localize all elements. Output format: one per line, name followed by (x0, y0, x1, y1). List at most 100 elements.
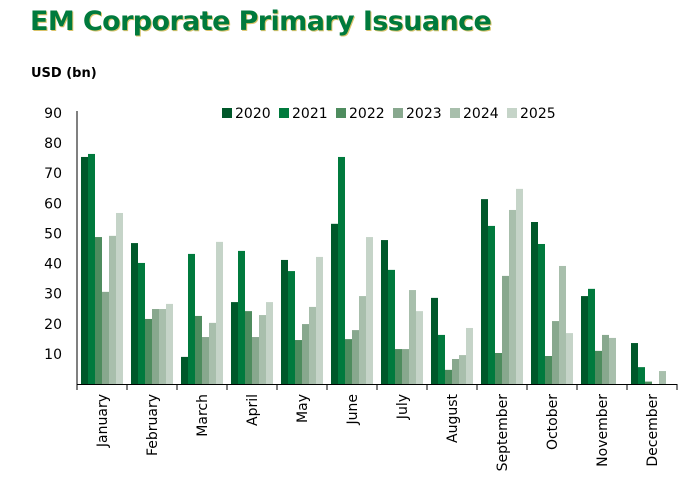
bar-january-2023 (102, 291, 109, 385)
x-tick-label-february: February (145, 394, 161, 456)
bar-july-2022 (395, 349, 402, 385)
bar-october-2023 (552, 321, 559, 385)
bar-july-2021 (388, 269, 395, 385)
x-tick-label-june: June (345, 394, 361, 426)
x-tick-label-november: November (595, 394, 611, 467)
y-tick-label: 30 (44, 287, 62, 303)
bar-october-2022 (545, 356, 552, 385)
legend-label: 2025 (520, 106, 556, 122)
bar-august-2022 (445, 369, 452, 385)
y-tick-label: 20 (44, 317, 62, 333)
bar-august-2025 (466, 327, 473, 385)
bar-june-2022 (345, 339, 352, 385)
bar-june-2023 (352, 330, 359, 385)
bar-september-2021 (488, 225, 495, 385)
bar-october-2025 (566, 333, 573, 385)
bar-april-2023 (252, 337, 259, 385)
y-tick-label: 80 (44, 136, 62, 152)
bar-august-2023 (452, 359, 459, 385)
legend-item-2022: 2022 (336, 106, 385, 122)
bar-march-2020 (181, 356, 188, 385)
bar-april-2020 (231, 302, 238, 385)
bar-august-2020 (431, 297, 438, 385)
y-axis-unit-label: USD (bn) (31, 66, 97, 81)
bar-june-2021 (338, 156, 345, 385)
bar-october-2024 (559, 265, 566, 385)
bar-november-2020 (581, 296, 588, 385)
axes-layer (76, 111, 678, 390)
x-tick-label-september: September (495, 394, 511, 472)
bar-july-2020 (381, 240, 388, 385)
legend-item-2023: 2023 (393, 106, 442, 122)
bar-february-2021 (138, 262, 145, 385)
x-tick-label-april: April (245, 394, 261, 426)
bar-november-2021 (588, 288, 595, 385)
legend-swatch (450, 108, 460, 118)
x-tick-label-december: December (645, 394, 661, 467)
bar-august-2021 (438, 334, 445, 385)
bar-march-2021 (188, 253, 195, 385)
x-tick-label-may: May (295, 394, 311, 423)
bar-september-2024 (509, 209, 516, 385)
bar-january-2024 (109, 235, 116, 385)
bar-april-2022 (245, 311, 252, 385)
bar-september-2025 (516, 188, 523, 385)
y-tick-labels: 10 20 30 40 50 60 70 80 90 (44, 106, 62, 363)
bar-april-2021 (238, 250, 245, 385)
bar-july-2024 (409, 290, 416, 385)
bar-march-2023 (202, 337, 209, 385)
y-tick-label: 70 (44, 166, 62, 182)
bar-november-2023 (602, 334, 609, 385)
bar-february-2024 (159, 309, 166, 385)
bar-march-2024 (209, 322, 216, 385)
bar-march-2025 (216, 241, 223, 385)
legend-label: 2022 (349, 106, 385, 122)
bar-february-2025 (166, 303, 173, 385)
bar-june-2020 (331, 223, 338, 385)
legend-item-2025: 2025 (507, 106, 556, 122)
y-tick-label: 60 (44, 196, 62, 212)
bar-may-2023 (302, 324, 309, 385)
bar-january-2022 (95, 237, 102, 385)
legend: 2020 2021 2022 2023 2024 2025 (222, 106, 556, 122)
legend-item-2021: 2021 (279, 106, 328, 122)
legend-swatch (279, 108, 289, 118)
bar-october-2020 (531, 222, 538, 385)
bar-march-2022 (195, 315, 202, 385)
bar-june-2025 (366, 237, 373, 385)
bar-september-2022 (495, 352, 502, 385)
bar-december-2020 (631, 343, 638, 385)
x-tick-label-january: January (95, 394, 111, 448)
legend-label: 2023 (406, 106, 442, 122)
bar-april-2024 (259, 315, 266, 385)
legend-item-2024: 2024 (450, 106, 499, 122)
bar-may-2025 (316, 256, 323, 385)
x-tick-label-july: July (395, 394, 411, 420)
bar-october-2021 (538, 243, 545, 385)
bar-december-2021 (638, 367, 645, 385)
legend-swatch (507, 108, 517, 118)
bar-june-2024 (359, 296, 366, 385)
chart-title: EM Corporate Primary Issuance (30, 6, 492, 37)
y-tick-label: 90 (44, 106, 62, 122)
bar-february-2020 (131, 243, 138, 385)
y-tick-label: 40 (44, 257, 62, 273)
bar-december-2024 (659, 371, 666, 385)
bar-may-2020 (281, 259, 288, 385)
legend-label: 2020 (235, 106, 271, 122)
bar-january-2020 (81, 156, 88, 385)
bar-april-2025 (266, 302, 273, 385)
y-tick-label: 10 (44, 347, 62, 363)
bars-layer (81, 153, 666, 385)
bar-november-2024 (609, 337, 616, 385)
x-tick-label-october: October (545, 394, 561, 450)
bar-january-2021 (88, 153, 95, 385)
bar-january-2025 (116, 212, 123, 385)
legend-swatch (336, 108, 346, 118)
legend-swatch (393, 108, 403, 118)
bar-may-2021 (288, 271, 295, 385)
x-tick-label-august: August (445, 393, 461, 443)
bar-august-2024 (459, 355, 466, 385)
bar-september-2023 (502, 275, 509, 385)
